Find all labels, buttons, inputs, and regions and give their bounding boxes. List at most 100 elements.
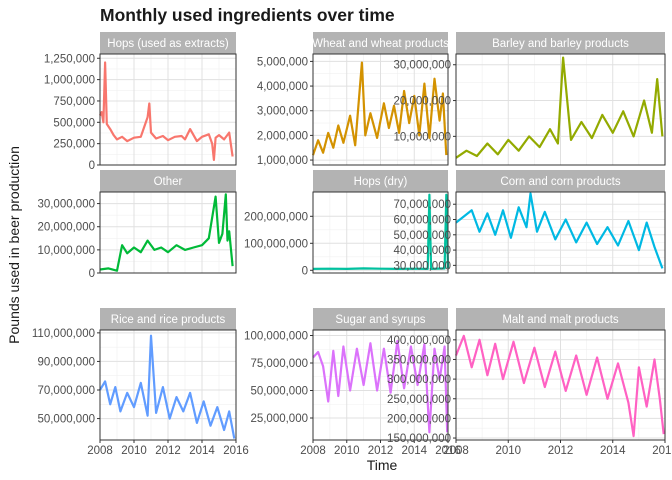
series-line	[99, 193, 234, 272]
series-line	[312, 193, 450, 270]
x-tick-label: 2014	[189, 445, 215, 457]
y-tick-label: 25,000,000	[250, 413, 308, 425]
y-tick-label: 100,000,000	[244, 238, 308, 250]
x-tick-label: 2014	[600, 445, 626, 457]
series-line	[99, 61, 234, 161]
facet-panel-border	[455, 191, 666, 274]
x-tick-label: 2012	[155, 445, 181, 457]
facet-strip	[456, 32, 665, 54]
chart-title: Monthly used ingredients over time	[100, 5, 395, 25]
y-tick-label: 1,000,000	[257, 155, 308, 167]
facet-panel-border	[312, 191, 449, 274]
facet-strip-label: Wheat and wheat products	[312, 38, 449, 50]
x-tick-label: 2012	[368, 445, 394, 457]
y-tick-label: 2,000,000	[257, 130, 308, 142]
y-tick-label: 40,000,000	[393, 245, 451, 257]
y-tick-label: 30,000,000	[393, 60, 451, 72]
y-tick-label: 750,000	[53, 96, 95, 108]
x-tick-label: 2016	[223, 445, 249, 457]
y-axis-title: Pounds used in beer production	[6, 146, 22, 344]
y-tick-label: 300,000,000	[387, 374, 451, 386]
x-tick-label: 2010	[495, 445, 521, 457]
y-tick-label: 0	[302, 265, 308, 277]
y-tick-label: 0	[89, 268, 95, 280]
facet-panel: Malt and malt products 150,000,000 200,000…	[387, 308, 672, 457]
facet-panel-border	[312, 53, 449, 166]
facet-panel: Other 0 10,000,000 20,000,000 30,000,000	[37, 170, 237, 280]
facet-strip-label: Barley and barley products	[492, 38, 629, 50]
y-tick-label: 50,000,000	[250, 386, 308, 398]
facet-strip	[456, 308, 665, 330]
facet-panel-border	[99, 53, 237, 166]
y-tick-label: 20,000,000	[37, 222, 95, 234]
facet-strip	[313, 32, 448, 54]
x-tick-label: 2014	[401, 445, 427, 457]
y-tick-label: 10,000,000	[37, 245, 95, 257]
facet-strip-label: Sugar and syrups	[335, 314, 425, 326]
facet-strip	[313, 308, 448, 330]
y-tick-label: 400,000,000	[387, 335, 451, 347]
y-tick-label: 10,000,000	[393, 131, 451, 143]
x-axis-title: Time	[367, 457, 398, 473]
facet-strip	[313, 170, 448, 192]
facet-strip-label: Corn and corn products	[500, 176, 620, 188]
y-tick-label: 1,000,000	[44, 75, 95, 87]
facet-panel-border	[455, 53, 666, 166]
facet-strip	[100, 170, 236, 192]
x-tick-label: 2008	[443, 445, 469, 457]
y-tick-label: 350,000,000	[387, 354, 451, 366]
series-line	[312, 339, 449, 434]
y-tick-label: 110,000,000	[32, 328, 95, 340]
y-tick-label: 30,000,000	[393, 260, 451, 272]
x-tick-label: 2016	[652, 445, 672, 457]
x-tick-label: 2008	[300, 445, 326, 457]
facet-panel: Sugar and syrups 25,000,000 50,000,000 75,0…	[244, 308, 461, 457]
y-tick-label: 60,000,000	[393, 215, 451, 227]
facet-panel: Hops (used as extracts) 0 250,000 500,000 75…	[44, 32, 237, 172]
y-tick-label: 500,000	[53, 117, 95, 129]
y-tick-label: 0	[89, 160, 95, 172]
facet-panel: Wheat and wheat products 1,000,000 2,000,0…	[257, 32, 449, 167]
y-tick-label: 250,000	[53, 139, 95, 151]
series-line	[455, 56, 664, 159]
y-tick-label: 4,000,000	[257, 81, 308, 93]
facet-panel: Corn and corn products 30,000,000 40,000,0…	[393, 170, 666, 274]
facet-strip-label: Other	[154, 176, 183, 188]
series-line	[99, 334, 236, 439]
y-tick-label: 70,000,000	[37, 385, 95, 397]
y-tick-label: 250,000,000	[387, 394, 451, 406]
facet-strip	[456, 170, 665, 192]
y-tick-label: 3,000,000	[257, 106, 308, 118]
y-tick-label: 100,000,000	[244, 331, 308, 343]
x-tick-label: 2012	[548, 445, 574, 457]
y-tick-label: 1,250,000	[44, 53, 95, 65]
facet-panel: Rice and rice products 50,000,000 70,000,0…	[32, 308, 249, 457]
y-tick-label: 200,000,000	[387, 413, 451, 425]
y-tick-label: 70,000,000	[393, 199, 451, 211]
y-tick-label: 30,000,000	[37, 199, 95, 211]
series-line	[454, 334, 665, 438]
facet-strip-label: Rice and rice products	[111, 314, 226, 326]
y-tick-label: 50,000,000	[37, 414, 95, 426]
y-tick-label: 50,000,000	[393, 230, 451, 242]
x-tick-label: 2010	[334, 445, 360, 457]
facet-strip-label: Hops (dry)	[354, 176, 408, 188]
facet-strip-label: Hops (used as extracts)	[107, 38, 229, 50]
facet-panel: Hops (dry) 0 100,000,000 200,000,000	[244, 170, 450, 277]
x-tick-label: 2008	[87, 445, 113, 457]
y-tick-label: 90,000,000	[37, 356, 95, 368]
facet-panel: Barley and barley products 10,000,000 20,0…	[393, 32, 666, 166]
facet-panel-border	[99, 191, 237, 274]
x-tick-label: 2016	[435, 445, 461, 457]
y-tick-label: 5,000,000	[257, 56, 308, 68]
series-line	[455, 192, 664, 269]
y-tick-label: 20,000,000	[393, 96, 451, 108]
facet-strip	[100, 308, 236, 330]
facet-strip-label: Malt and malt products	[502, 314, 619, 326]
x-tick-label: 2010	[121, 445, 147, 457]
y-tick-label: 150,000,000	[387, 433, 451, 445]
series-line	[311, 61, 448, 156]
facet-strip	[100, 32, 236, 54]
y-tick-label: 75,000,000	[250, 358, 308, 370]
